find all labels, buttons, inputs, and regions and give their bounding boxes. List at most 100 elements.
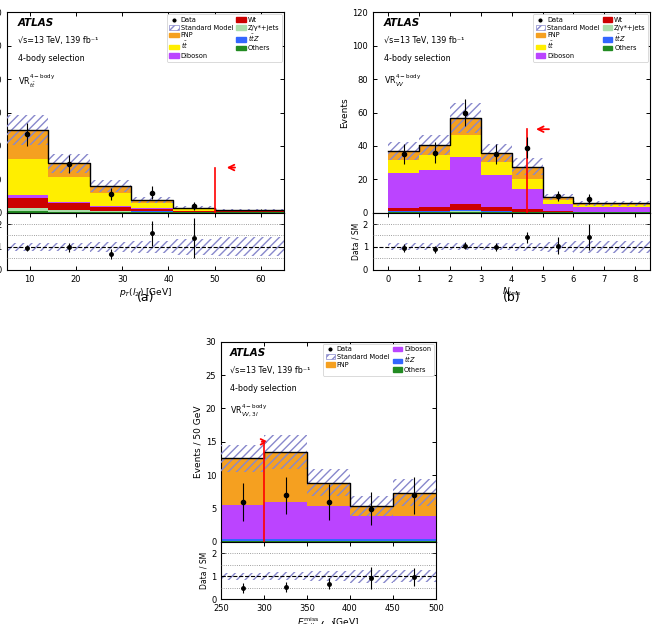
Bar: [48, 203, 90, 210]
Bar: [350, 539, 393, 540]
Text: 4-body selection: 4-body selection: [384, 54, 451, 64]
Bar: [419, 135, 450, 155]
Bar: [450, 157, 481, 204]
Bar: [574, 201, 650, 206]
Y-axis label: Data / SM: Data / SM: [199, 552, 208, 589]
Bar: [7, 158, 48, 195]
Bar: [512, 209, 543, 212]
Text: √s=13 TeV, 139 fb⁻¹: √s=13 TeV, 139 fb⁻¹: [18, 36, 98, 46]
Bar: [215, 238, 284, 256]
Bar: [388, 142, 419, 160]
Text: √s=13 TeV, 139 fb⁻¹: √s=13 TeV, 139 fb⁻¹: [384, 36, 464, 46]
Bar: [90, 242, 131, 252]
Bar: [512, 158, 543, 175]
Bar: [7, 115, 48, 145]
Bar: [543, 242, 574, 251]
Bar: [393, 479, 436, 506]
Bar: [512, 243, 543, 251]
Bar: [512, 167, 543, 179]
Bar: [393, 516, 436, 539]
Bar: [393, 492, 436, 516]
Bar: [7, 195, 48, 198]
Bar: [481, 243, 512, 250]
Bar: [481, 162, 512, 175]
Bar: [388, 160, 419, 173]
Bar: [307, 539, 350, 540]
Bar: [215, 210, 284, 211]
Bar: [419, 145, 450, 155]
Bar: [543, 200, 574, 205]
Bar: [90, 193, 131, 206]
Bar: [307, 469, 350, 496]
Bar: [350, 516, 393, 539]
Bar: [173, 211, 215, 212]
Bar: [481, 207, 512, 212]
Text: ATLAS: ATLAS: [18, 19, 54, 29]
Bar: [543, 211, 574, 212]
Bar: [307, 540, 350, 542]
Bar: [264, 572, 307, 580]
Legend: Data, Standard Model, FNP, Diboson, $t\bar{t}Z$, Others: Data, Standard Model, FNP, Diboson, $t\b…: [323, 344, 434, 376]
Bar: [215, 208, 284, 211]
Bar: [574, 205, 650, 208]
Bar: [388, 151, 419, 160]
Bar: [221, 459, 264, 505]
Bar: [131, 241, 173, 253]
Bar: [393, 539, 436, 540]
Bar: [173, 208, 215, 211]
Text: VR$^{\mathrm{4-body}}_{VV}$: VR$^{\mathrm{4-body}}_{VV}$: [384, 72, 421, 89]
Bar: [393, 540, 436, 542]
Bar: [450, 204, 481, 210]
Text: ATLAS: ATLAS: [230, 348, 266, 358]
Bar: [543, 193, 574, 200]
Bar: [574, 203, 650, 205]
Bar: [48, 243, 90, 251]
Bar: [173, 239, 215, 255]
Bar: [90, 180, 131, 192]
Bar: [481, 175, 512, 207]
Bar: [48, 163, 90, 177]
Bar: [350, 496, 393, 516]
Text: VR$^{\mathrm{4-body}}_{t\bar{t}}$: VR$^{\mathrm{4-body}}_{t\bar{t}}$: [18, 72, 55, 90]
Bar: [131, 200, 173, 203]
Bar: [450, 118, 481, 135]
Bar: [543, 205, 574, 211]
Bar: [350, 540, 393, 542]
Bar: [264, 435, 307, 469]
Text: (b): (b): [503, 291, 520, 305]
Bar: [419, 243, 450, 250]
Bar: [221, 572, 264, 580]
Bar: [350, 506, 393, 516]
Bar: [307, 506, 350, 539]
Bar: [221, 505, 264, 539]
Bar: [264, 452, 307, 502]
Bar: [512, 179, 543, 189]
Y-axis label: Data / SM: Data / SM: [351, 223, 360, 260]
Text: 4-body selection: 4-body selection: [18, 54, 84, 64]
Bar: [574, 208, 650, 212]
Bar: [173, 206, 215, 210]
X-axis label: $p_{T}(l_{2})$ [GeV]: $p_{T}(l_{2})$ [GeV]: [119, 286, 172, 300]
X-axis label: $N_{jets}$: $N_{jets}$: [502, 286, 522, 300]
Bar: [574, 241, 650, 253]
Bar: [481, 153, 512, 162]
Legend: Data, Standard Model, FNP, $t\bar{t}$, Diboson, Wt, Z/γ*+jets, $t\bar{t}Z$, Othe: Data, Standard Model, FNP, $t\bar{t}$, D…: [167, 14, 282, 62]
Bar: [450, 103, 481, 133]
Bar: [7, 243, 48, 251]
Bar: [512, 189, 543, 209]
Bar: [264, 502, 307, 539]
X-axis label: $E^{\mathrm{miss}}_{T,ll,\mathrm{corr}}$ [GeV]: $E^{\mathrm{miss}}_{T,ll,\mathrm{corr}}$…: [298, 616, 359, 624]
Bar: [393, 570, 436, 582]
Bar: [450, 243, 481, 250]
Bar: [419, 155, 450, 170]
Bar: [48, 202, 90, 203]
Text: (c): (c): [320, 621, 337, 624]
Y-axis label: Events: Events: [340, 97, 350, 128]
Bar: [90, 206, 131, 207]
Y-axis label: Events / 50 GeV: Events / 50 GeV: [194, 406, 203, 478]
Bar: [221, 540, 264, 542]
Text: √s=13 TeV, 139 fb⁻¹: √s=13 TeV, 139 fb⁻¹: [230, 366, 310, 375]
Bar: [481, 144, 512, 162]
Bar: [221, 445, 264, 472]
Bar: [131, 197, 173, 203]
